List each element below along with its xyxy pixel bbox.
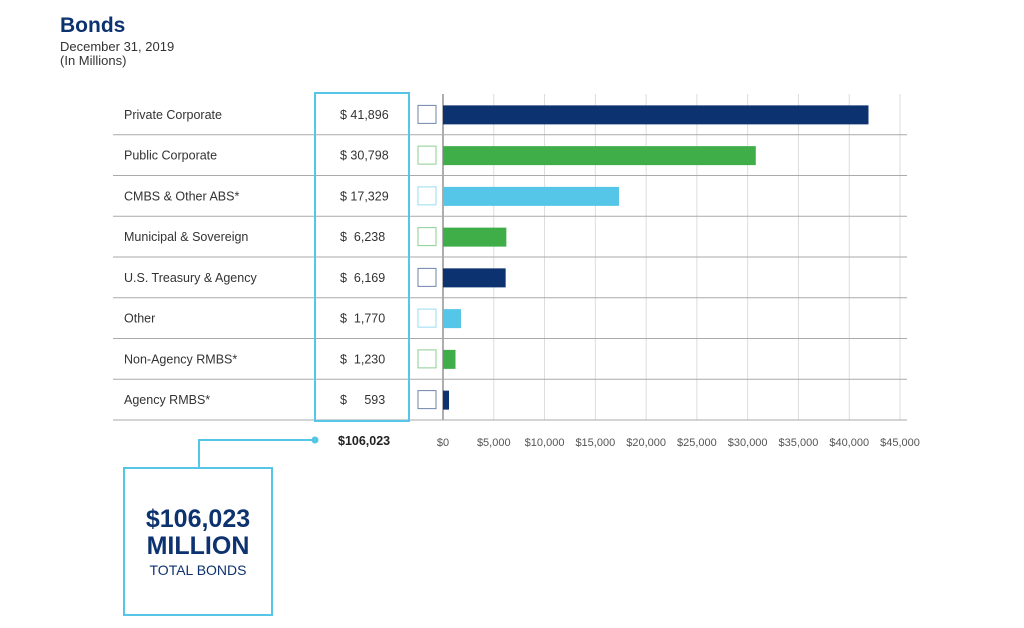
chart-title: Bonds [60,14,126,37]
callout-box [123,467,273,616]
x-tick-label: $20,000 [626,437,666,449]
legend-swatch [417,308,437,328]
value-label: $ 1,770 [340,312,385,326]
value-label: $ 17,329 [340,189,389,203]
bar [443,146,756,166]
category-label: Non-Agency RMBS* [124,352,237,366]
category-label: U.S. Treasury & Agency [124,271,257,285]
legend-swatch [417,390,437,410]
legend-swatch [417,349,437,369]
total-value-label: $106,023 [338,434,390,448]
x-tick-label: $35,000 [779,437,819,449]
category-label: Municipal & Sovereign [124,230,248,244]
callout-amount: $106,023 [145,505,251,533]
value-label: $ 41,896 [340,108,389,122]
legend-swatch [417,104,437,124]
x-tick-label: $10,000 [525,437,565,449]
bar [443,105,869,125]
callout-connector [198,439,315,468]
category-label: Private Corporate [124,108,222,122]
x-tick-label: $30,000 [728,437,768,449]
value-label: $ 6,238 [340,230,385,244]
x-tick-label: $0 [437,437,449,449]
value-label: $ 1,230 [340,352,385,366]
bar [443,349,456,369]
category-label: Agency RMBS* [124,393,210,407]
category-label: Other [124,312,155,326]
bar [443,186,619,206]
x-tick-label: $15,000 [575,437,615,449]
total-callout: $106,023 MILLION TOTAL BONDS [124,468,272,578]
callout-caption: TOTAL BONDS [149,562,247,578]
unit-note: (In Millions) [60,53,127,68]
x-tick-label: $40,000 [829,437,869,449]
legend-swatch [417,186,437,206]
value-label: $ 6,169 [340,271,385,285]
value-label: $ 593 [340,393,385,407]
callout-unit: MILLION [146,532,250,560]
value-column-frame [314,92,410,422]
category-label: CMBS & Other ABS* [124,189,239,203]
callout-dot [311,436,319,444]
legend-swatch [417,145,437,165]
bar [443,390,450,410]
x-tick-label: $25,000 [677,437,717,449]
x-tick-label: $45,000 [880,437,920,449]
legend-swatch [417,267,437,287]
value-label: $ 30,798 [340,149,389,163]
category-label: Public Corporate [124,149,217,163]
bar [443,227,507,247]
legend-swatch [417,227,437,247]
bar [443,268,506,288]
bar [443,309,461,329]
chart-subtitle: December 31, 2019 [60,39,175,54]
x-tick-label: $5,000 [477,437,511,449]
